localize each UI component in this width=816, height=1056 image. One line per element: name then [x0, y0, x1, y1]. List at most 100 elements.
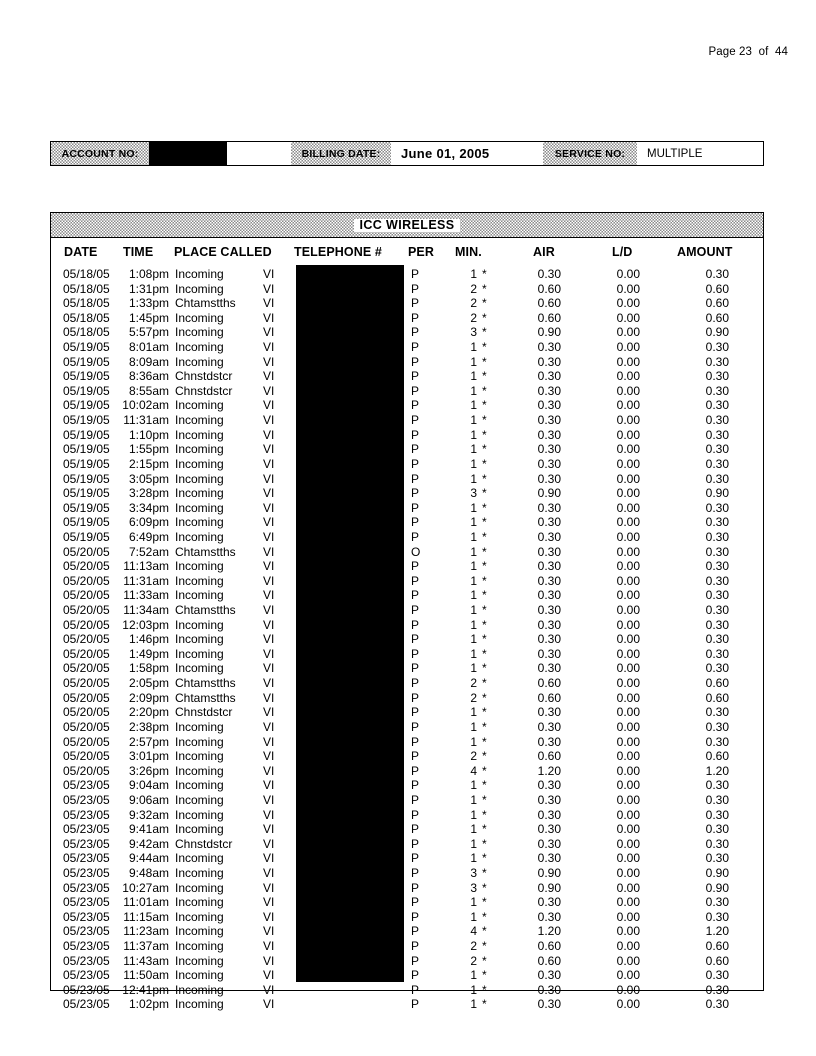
cell-air: 0.60 [537, 939, 561, 954]
cell-amount: 0.30 [705, 982, 729, 997]
cell-air: 0.30 [537, 851, 561, 866]
table-row: 05/20/05 2:09pm Chtamstths VI P 2 * 0.60 0.00 0.6… [51, 691, 763, 706]
cell-per: P [411, 281, 420, 296]
cell-date: 05/23/05 [63, 997, 110, 1012]
cell-place-called: Incoming [175, 909, 224, 924]
cell-ld: 0.00 [616, 544, 640, 559]
cell-per: P [411, 953, 420, 968]
table-row: 05/18/05 1:45pm Incoming VI P 2 * 0.60 0.00 0.60 [51, 311, 763, 326]
account-bar-spacer [227, 142, 291, 165]
cell-minutes: 1 [470, 588, 477, 603]
table-row: 05/20/05 11:31am Incoming VI P 1 * 0.30 0.00 0.30 [51, 574, 763, 589]
cell-time: 10:27am [122, 880, 169, 895]
cell-state: VI [263, 705, 275, 720]
cell-place-called: Incoming [175, 661, 224, 676]
cell-minutes-asterisk: * [482, 676, 487, 691]
cell-date: 05/20/05 [63, 719, 110, 734]
cell-date: 05/23/05 [63, 953, 110, 968]
cell-minutes-asterisk: * [482, 267, 487, 281]
cell-amount: 0.30 [705, 603, 729, 618]
cell-time: 1:45pm [128, 310, 169, 325]
cell-time: 7:52am [128, 544, 169, 559]
cell-state: VI [263, 676, 275, 691]
cell-time: 9:32am [128, 807, 169, 822]
cell-date: 05/19/05 [63, 529, 110, 544]
cell-per: P [411, 442, 420, 457]
cell-per: P [411, 690, 420, 705]
cell-minutes-asterisk: * [482, 383, 487, 398]
cell-time: 2:57pm [128, 734, 169, 749]
cell-date: 05/20/05 [63, 676, 110, 691]
cell-state: VI [263, 486, 275, 501]
cell-per: P [411, 529, 420, 544]
column-header-min: MIN. [455, 245, 482, 259]
cell-minutes-asterisk: * [482, 778, 487, 793]
cell-air: 0.30 [537, 807, 561, 822]
cell-amount: 0.30 [705, 646, 729, 661]
cell-place-called: Chtamstths [175, 676, 236, 691]
cell-air: 0.30 [537, 792, 561, 807]
table-row: 05/23/05 11:50am Incoming VI P 1 * 0.30 0.00 0.30 [51, 968, 763, 983]
cell-place-called: Incoming [175, 778, 224, 793]
cell-air: 0.30 [537, 500, 561, 515]
cell-minutes-asterisk: * [482, 573, 487, 588]
cell-amount: 0.30 [705, 500, 729, 515]
cell-minutes: 1 [470, 982, 477, 997]
cell-time: 9:44am [128, 851, 169, 866]
cell-amount: 0.90 [705, 325, 729, 340]
cell-date: 05/23/05 [63, 939, 110, 954]
cell-date: 05/20/05 [63, 763, 110, 778]
call-detail-rows: 05/18/05 1:08pm Incoming VI P 1 * 0.30 0.00 0.30 0… [51, 266, 763, 1012]
cell-date: 05/23/05 [63, 778, 110, 793]
cell-amount: 0.30 [705, 778, 729, 793]
cell-place-called: Incoming [175, 865, 224, 880]
cell-date: 05/23/05 [63, 792, 110, 807]
table-row: 05/18/05 1:08pm Incoming VI P 1 * 0.30 0.00 0.30 [51, 267, 763, 282]
cell-state: VI [263, 456, 275, 471]
cell-minutes: 2 [470, 310, 477, 325]
cell-date: 05/20/05 [63, 749, 110, 764]
cell-minutes: 1 [470, 822, 477, 837]
cell-minutes-asterisk: * [482, 340, 487, 355]
cell-amount: 0.60 [705, 281, 729, 296]
cell-time: 11:34am [123, 603, 169, 618]
cell-ld: 0.00 [616, 325, 640, 340]
cell-per: P [411, 500, 420, 515]
table-row: 05/18/05 1:31pm Incoming VI P 2 * 0.60 0.00 0.60 [51, 282, 763, 297]
cell-ld: 0.00 [616, 398, 640, 413]
cell-amount: 0.90 [705, 865, 729, 880]
cell-per: P [411, 603, 420, 618]
cell-minutes: 1 [470, 559, 477, 574]
cell-place-called: Incoming [175, 588, 224, 603]
cell-minutes-asterisk: * [482, 617, 487, 632]
column-header-ld: L/D [612, 245, 633, 259]
cell-amount: 1.20 [705, 924, 729, 939]
cell-ld: 0.00 [616, 807, 640, 822]
cell-time: 1:10pm [128, 427, 169, 442]
account-no-redacted-value [149, 142, 227, 165]
cell-place-called: Incoming [175, 398, 224, 413]
cell-place-called: Chtamstths [175, 690, 236, 705]
cell-time: 9:48am [128, 865, 169, 880]
cell-per: P [411, 807, 420, 822]
cell-minutes-asterisk: * [482, 559, 487, 574]
table-title-banner: ICC WIRELESS [51, 213, 763, 238]
cell-ld: 0.00 [616, 310, 640, 325]
cell-minutes-asterisk: * [482, 442, 487, 457]
cell-minutes: 4 [470, 924, 477, 939]
cell-air: 0.30 [537, 997, 561, 1012]
cell-minutes: 1 [470, 807, 477, 822]
cell-minutes: 1 [470, 734, 477, 749]
cell-amount: 0.30 [705, 895, 729, 910]
cell-air: 0.30 [537, 603, 561, 618]
table-row: 05/23/05 11:15am Incoming VI P 1 * 0.30 0.00 0.30 [51, 910, 763, 925]
cell-place-called: Incoming [175, 281, 224, 296]
cell-per: P [411, 617, 420, 632]
cell-place-called: Chnstdstcr [175, 836, 233, 851]
cell-minutes: 1 [470, 968, 477, 983]
cell-minutes-asterisk: * [482, 486, 487, 501]
cell-air: 0.30 [537, 267, 561, 281]
cell-amount: 0.30 [705, 705, 729, 720]
table-row: 05/18/05 1:33pm Chtamstths VI P 2 * 0.60 0.00 0.6… [51, 296, 763, 311]
cell-amount: 0.30 [705, 456, 729, 471]
